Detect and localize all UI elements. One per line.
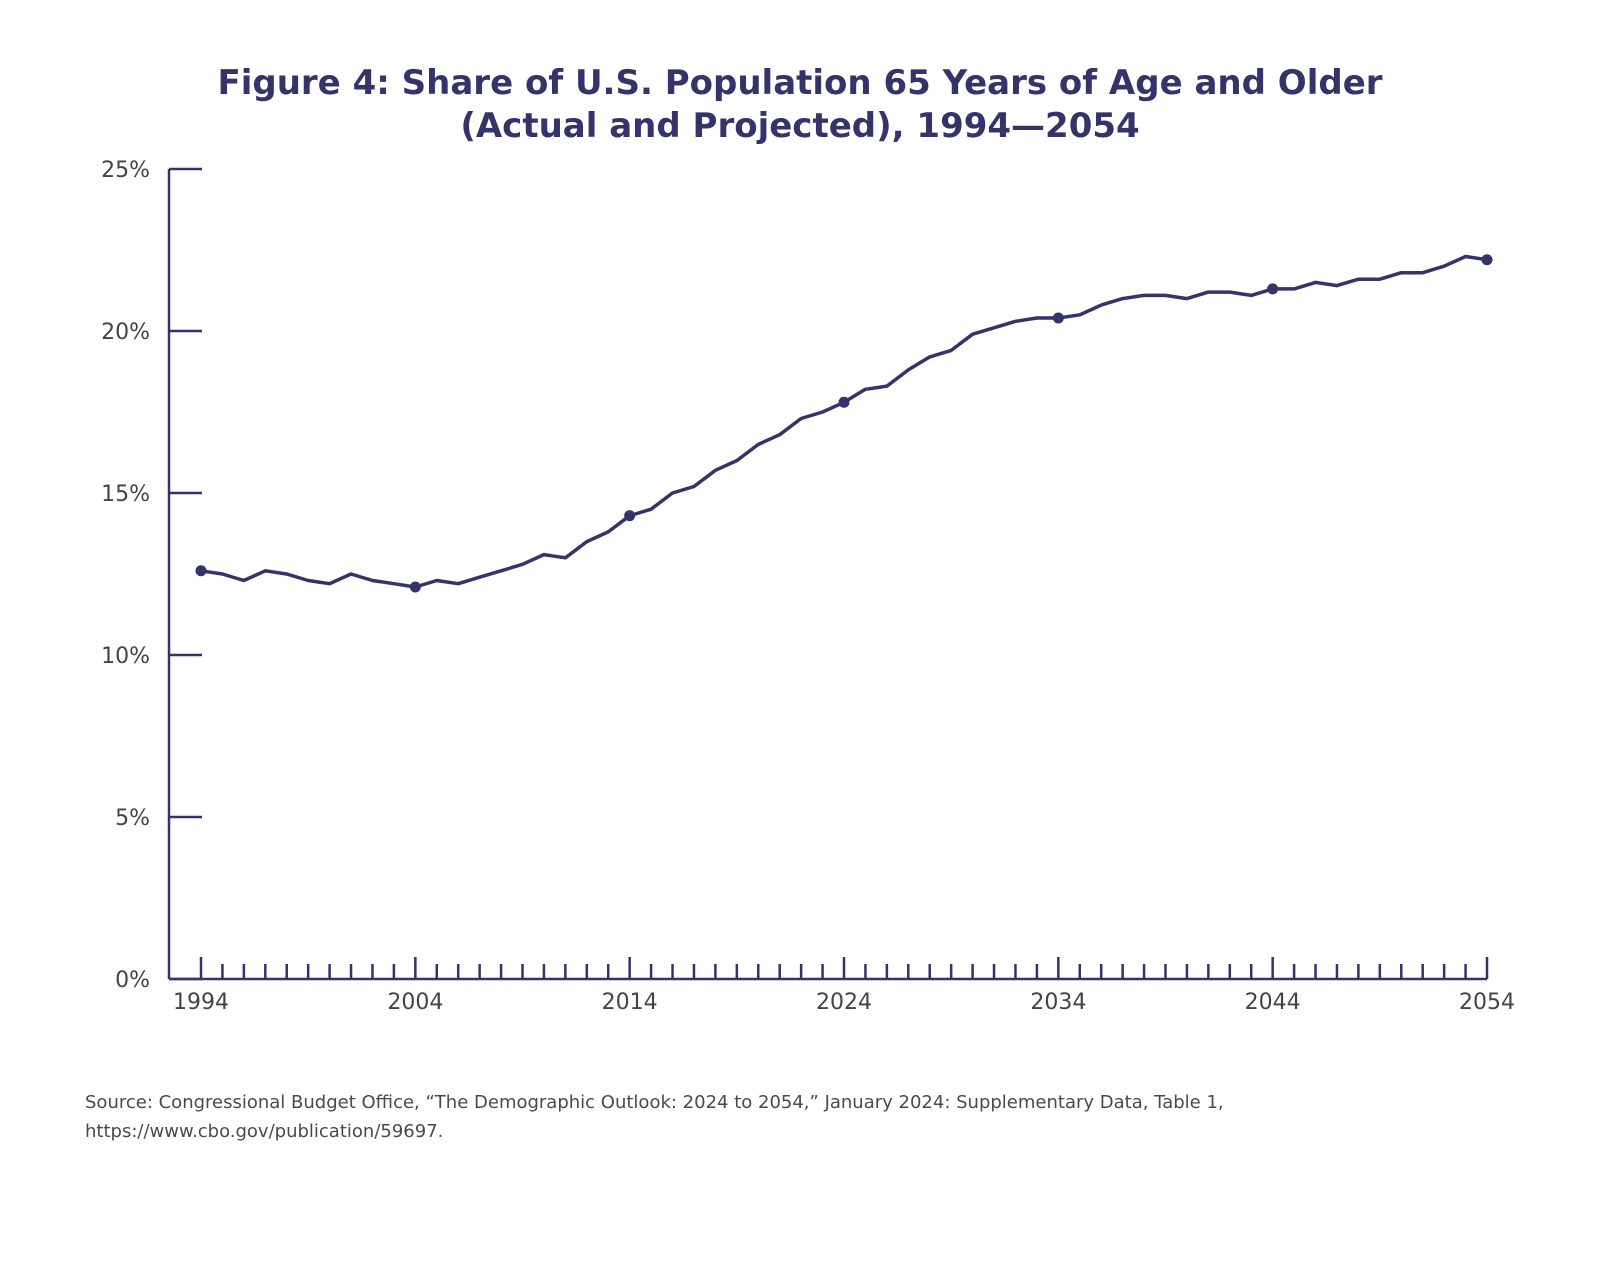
data-point-2014 — [624, 510, 636, 522]
y-tick-label-20: 20% — [101, 320, 150, 345]
x-tick-label-2004: 2004 — [387, 990, 443, 1015]
x-tick-labels: 1994 2004 2014 2024 2034 2044 2054 — [173, 990, 1515, 1015]
data-point-2034 — [1052, 312, 1064, 324]
series-line-0 — [199, 254, 1489, 589]
y-tick-label-0: 0% — [115, 968, 150, 993]
x-tick-label-1994: 1994 — [173, 990, 229, 1015]
data-point-2024 — [838, 396, 850, 408]
chart-title: Figure 4: Share of U.S. Population 65 Ye… — [0, 62, 1600, 148]
x-tick-label-2044: 2044 — [1245, 990, 1301, 1015]
y-tick-label-10: 10% — [101, 644, 150, 669]
data-point-2054 — [1481, 254, 1493, 266]
chart-axes — [167, 167, 1489, 981]
data-point-2004 — [409, 581, 421, 593]
source-note: Source: Congressional Budget Office, “Th… — [85, 1088, 1525, 1146]
data-point-2044 — [1267, 283, 1279, 295]
chart-title-line-2: (Actual and Projected), 1994—2054 — [460, 106, 1140, 146]
x-tick-label-2054: 2054 — [1459, 990, 1515, 1015]
x-tick-label-2024: 2024 — [816, 990, 872, 1015]
x-tick-label-2014: 2014 — [602, 990, 658, 1015]
line-chart: 0% 5% 10% 15% 20% 25% 1994 2004 2014 2024 2034 204… — [101, 158, 1515, 1015]
data-point-1994 — [195, 565, 207, 577]
y-tick-label-25: 25% — [101, 158, 150, 183]
chart-title-line-1: Figure 4: Share of U.S. Population 65 Ye… — [217, 63, 1383, 103]
source-line-2: https://www.cbo.gov/publication/59697. — [85, 1121, 444, 1142]
source-line-1: Source: Congressional Budget Office, “Th… — [85, 1092, 1224, 1113]
y-tick-labels: 0% 5% 10% 15% 20% 25% — [101, 158, 150, 993]
y-tick-label-15: 15% — [101, 482, 150, 507]
plot-area — [195, 254, 1493, 593]
y-tick-label-5: 5% — [115, 806, 150, 831]
x-tick-label-2034: 2034 — [1030, 990, 1086, 1015]
